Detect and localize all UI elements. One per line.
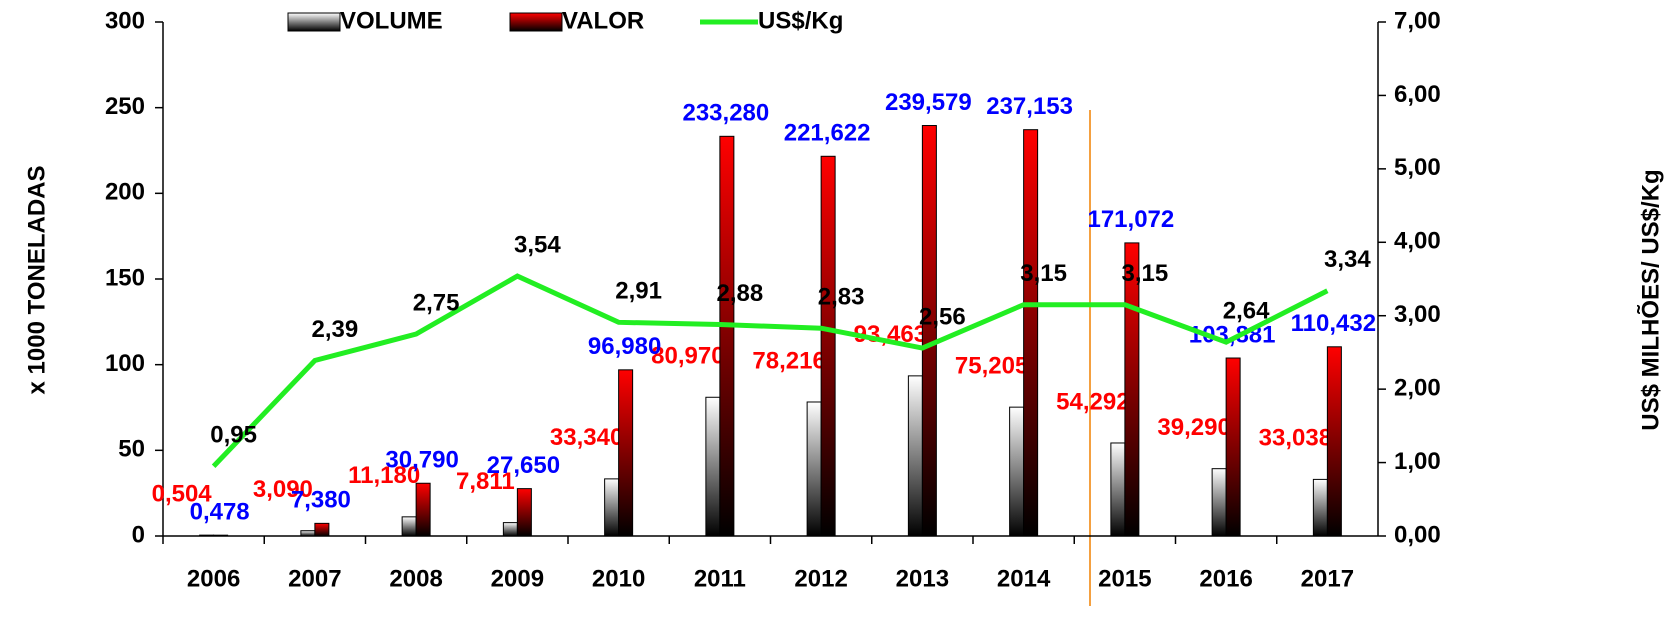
data-label: 3,15 [1020, 260, 1067, 287]
data-label: 54,292 [1056, 388, 1129, 415]
bar [199, 534, 215, 537]
bar [1124, 242, 1140, 537]
y-tick-label: 250 [105, 93, 145, 120]
y2-tick-label: 6,00 [1394, 81, 1441, 108]
y2-tick-label: 4,00 [1394, 228, 1441, 255]
legend-label: VOLUME [340, 7, 443, 34]
y2-tick-label: 7,00 [1394, 7, 1441, 34]
y-tick-label: 200 [105, 179, 145, 206]
bar [1009, 406, 1025, 537]
bar [705, 396, 721, 537]
data-label: 3,15 [1122, 260, 1169, 287]
data-label: 0,95 [210, 422, 257, 449]
data-label: 221,622 [784, 120, 871, 147]
data-label: 110,432 [1291, 310, 1376, 337]
bar [907, 375, 923, 537]
data-label: 2,91 [615, 278, 662, 305]
bar [213, 534, 229, 537]
x-tick-label: 2012 [794, 565, 847, 592]
y2-tick-label: 3,00 [1394, 301, 1441, 328]
y-axis-title: x 1000 TONELADAS [23, 166, 50, 395]
x-tick-label: 2015 [1098, 565, 1151, 592]
data-label: 30,790 [385, 447, 458, 474]
x-tick-label: 2007 [288, 565, 341, 592]
data-label: 96,980 [588, 333, 661, 360]
data-label: 2,88 [717, 280, 764, 307]
bar [401, 516, 417, 537]
y-tick-label: 50 [118, 436, 145, 463]
data-label: 171,072 [1087, 206, 1174, 233]
data-label: 0,504 [152, 480, 213, 507]
y-tick-label: 300 [105, 7, 145, 34]
data-label: 80,970 [651, 343, 724, 370]
bar [1312, 478, 1328, 537]
data-label: 3,54 [514, 231, 561, 258]
bar [1211, 468, 1227, 537]
data-label: 2,83 [818, 284, 865, 311]
data-label: 7,811 [456, 468, 515, 495]
bar [618, 369, 634, 537]
data-label: 3,34 [1324, 246, 1371, 273]
data-label: 233,280 [682, 100, 769, 127]
x-tick-label: 2009 [491, 565, 544, 592]
bar [314, 522, 330, 537]
y2-tick-label: 2,00 [1394, 374, 1441, 401]
data-label: 2,39 [312, 316, 359, 343]
bar [1225, 357, 1241, 537]
bar [516, 488, 532, 537]
y2-tick-label: 5,00 [1394, 154, 1441, 181]
x-tick-label: 2016 [1199, 565, 1252, 592]
data-label: 7,380 [291, 487, 351, 514]
data-label: 33,340 [550, 424, 623, 451]
x-tick-label: 2008 [389, 565, 442, 592]
bar [415, 482, 431, 537]
legend-label: VALOR [562, 7, 644, 34]
bar [820, 155, 836, 537]
y-tick-label: 150 [105, 264, 145, 291]
data-label: 2,56 [919, 303, 966, 330]
y2-tick-label: 0,00 [1394, 521, 1441, 548]
data-label: 11,180 [348, 462, 420, 489]
x-tick-label: 2013 [896, 565, 949, 592]
bar [1326, 346, 1342, 537]
legend-swatch [287, 12, 341, 32]
y2-axis-title: US$ MILHÕES/ US$/Kg [1636, 169, 1664, 430]
x-tick-label: 2017 [1301, 565, 1354, 592]
data-label: 39,290 [1157, 414, 1230, 441]
data-label: 75,205 [955, 352, 1028, 379]
data-label: 27,650 [487, 452, 560, 479]
y-tick-label: 100 [105, 350, 145, 377]
bar [1023, 129, 1039, 537]
x-tick-label: 2006 [187, 565, 240, 592]
legend-swatch [509, 12, 563, 32]
bar [1110, 442, 1126, 537]
x-tick-label: 2014 [997, 565, 1051, 592]
data-label: 2,64 [1223, 297, 1270, 324]
y-tick-label: 0 [132, 521, 145, 548]
data-label: 239,579 [885, 89, 972, 116]
legend-label: US$/Kg [758, 7, 843, 34]
data-label: 3,090 [253, 476, 313, 503]
bar [719, 135, 735, 537]
data-label: 2,75 [413, 289, 460, 316]
bar [921, 125, 937, 537]
bar [806, 401, 822, 537]
data-label: 0,478 [190, 499, 250, 526]
data-label: 237,153 [986, 93, 1073, 120]
data-label: 33,038 [1259, 425, 1332, 452]
bar [604, 478, 620, 537]
bar [502, 522, 518, 537]
bar [300, 530, 316, 537]
data-label: 78,216 [752, 347, 825, 374]
x-tick-label: 2010 [592, 565, 645, 592]
line [211, 273, 1329, 468]
x-tick-label: 2011 [694, 565, 746, 592]
y2-tick-label: 1,00 [1394, 448, 1441, 475]
